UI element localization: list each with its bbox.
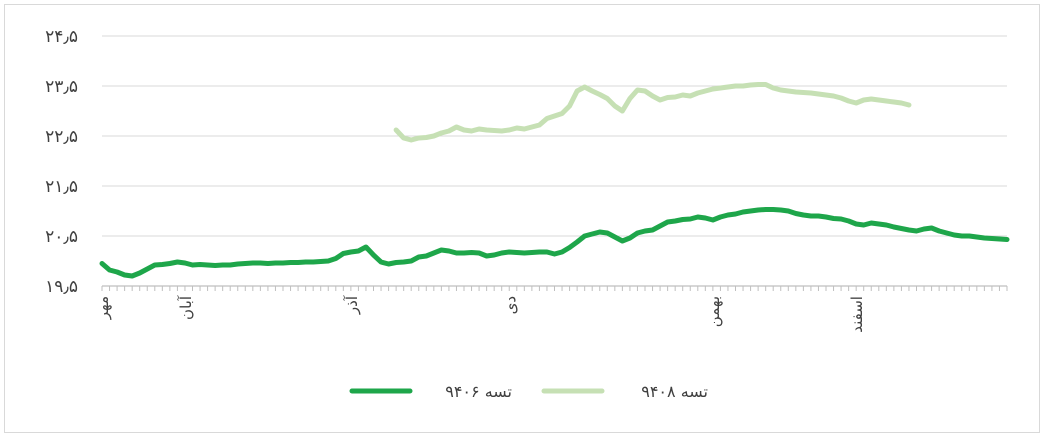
y-tick-label: ۲۲٫۵	[45, 127, 78, 147]
series-line-1	[393, 82, 912, 143]
x-tick-labels: مهر آبان آذر دی بهمن اسفند	[94, 295, 866, 333]
series-lines	[99, 82, 1010, 279]
y-tick-label: ۱۹٫۵	[45, 277, 78, 297]
legend-label-0: تسه ۹۴۰۶	[445, 382, 512, 401]
x-tick-label: بهمن	[705, 296, 723, 327]
y-tick-label: ۲۱٫۵	[45, 177, 78, 197]
y-tick-label: ۲۰٫۵	[45, 227, 78, 247]
y-tick-label: ۲۴٫۵	[45, 27, 78, 47]
legend-label-1: تسه ۹۴۰۸	[641, 382, 708, 401]
x-tick-label: مهر	[94, 296, 112, 320]
chart-frame	[4, 4, 1040, 433]
x-tick-label: آذر	[343, 295, 361, 315]
y-tick-labels: ۱۹٫۵ ۲۰٫۵ ۲۱٫۵ ۲۲٫۵ ۲۳٫۵ ۲۴٫۵	[45, 27, 78, 297]
y-tick-label: ۲۳٫۵	[45, 77, 78, 97]
x-tick-label: آبان	[177, 295, 195, 320]
series-line-0	[99, 207, 1010, 279]
x-tick-label: دی	[501, 296, 519, 314]
x-axis	[101, 285, 1008, 291]
gridlines	[102, 35, 1007, 237]
x-tick-label: اسفند	[848, 296, 866, 333]
legend: تسه ۹۴۰۶ تسه ۹۴۰۸	[349, 382, 708, 401]
